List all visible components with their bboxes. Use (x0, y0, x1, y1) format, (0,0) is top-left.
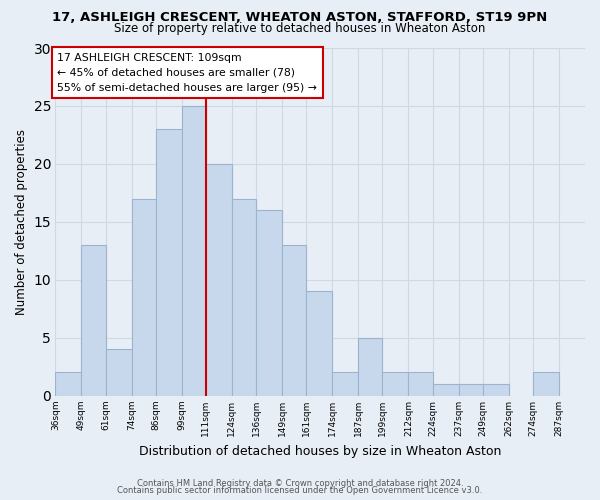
Bar (155, 129, 182, 396)
Bar (131, 198, 155, 396)
Bar (409, 372, 433, 396)
Bar (358, 338, 382, 396)
Text: 17 ASHLEIGH CRESCENT: 109sqm
← 45% of detached houses are smaller (78)
55% of se: 17 ASHLEIGH CRESCENT: 109sqm ← 45% of de… (58, 52, 317, 93)
Bar (482, 384, 509, 396)
Text: 17, ASHLEIGH CRESCENT, WHEATON ASTON, STAFFORD, ST19 9PN: 17, ASHLEIGH CRESCENT, WHEATON ASTON, ST… (52, 11, 548, 24)
Text: Contains HM Land Registry data © Crown copyright and database right 2024.: Contains HM Land Registry data © Crown c… (137, 478, 463, 488)
Y-axis label: Number of detached properties: Number of detached properties (15, 129, 28, 315)
X-axis label: Distribution of detached houses by size in Wheaton Aston: Distribution of detached houses by size … (139, 444, 502, 458)
Bar (282, 245, 306, 396)
Text: Size of property relative to detached houses in Wheaton Aston: Size of property relative to detached ho… (115, 22, 485, 35)
Bar (332, 372, 358, 396)
Bar (106, 350, 131, 396)
Bar (458, 384, 482, 396)
Text: Contains public sector information licensed under the Open Government Licence v3: Contains public sector information licen… (118, 486, 482, 495)
Bar (382, 372, 409, 396)
Bar (306, 292, 332, 396)
Bar (206, 164, 232, 396)
Bar (182, 106, 206, 396)
Bar (256, 210, 282, 396)
Bar (232, 198, 256, 396)
Bar (82, 245, 106, 396)
Bar (433, 384, 458, 396)
Bar (533, 372, 559, 396)
Bar (55, 372, 82, 396)
